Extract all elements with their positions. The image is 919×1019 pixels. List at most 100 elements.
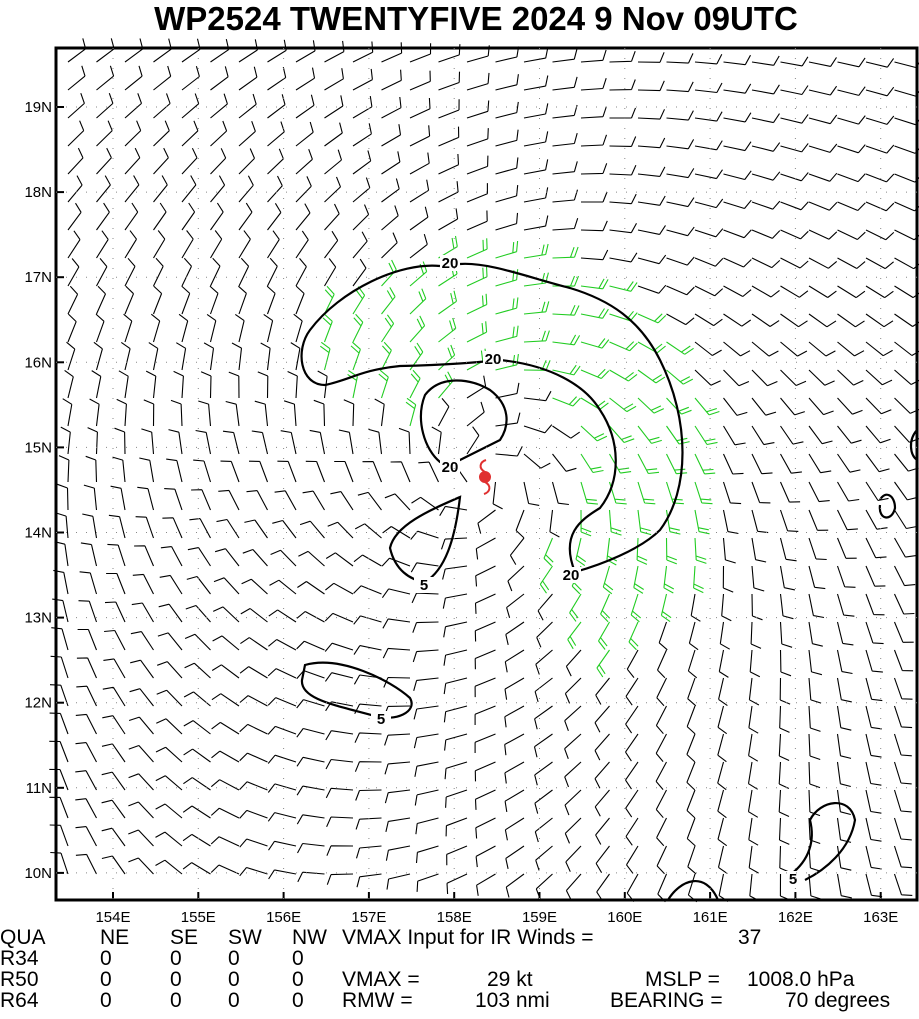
wind-barb	[610, 370, 638, 381]
wind-barb	[154, 66, 171, 90]
wind-barb	[320, 342, 330, 370]
wind-barb	[325, 613, 353, 622]
wind-barb	[838, 594, 855, 616]
wind-barb	[97, 176, 111, 202]
wind-barb	[296, 231, 308, 258]
wind-barb	[781, 398, 805, 415]
wind-barb	[724, 454, 744, 474]
wind-barb	[656, 762, 666, 790]
wind-barb	[838, 874, 852, 898]
wind-barb	[695, 286, 723, 296]
wind-barb	[241, 609, 268, 623]
wind-barb	[325, 583, 353, 594]
info-cell: 0	[100, 947, 112, 970]
wind-barb	[353, 42, 373, 63]
wind-barb	[198, 401, 210, 426]
wind-barb	[269, 610, 296, 622]
wind-barb	[524, 425, 552, 433]
wind-barb	[296, 68, 315, 90]
wind-barb	[94, 342, 103, 370]
wind-barb	[240, 839, 268, 847]
wind-barb	[296, 204, 310, 230]
wind-barb	[524, 187, 548, 202]
wind-barb	[386, 846, 410, 861]
wind-barb	[626, 734, 639, 761]
wind-barb	[478, 510, 496, 534]
wind-barb	[634, 566, 644, 593]
wind-barb	[410, 316, 425, 342]
wind-barb	[113, 457, 126, 482]
wind-barb	[809, 762, 820, 788]
wind-barb	[268, 784, 296, 793]
wind-barb	[610, 282, 638, 292]
wind-barb	[719, 650, 728, 677]
wind-barb	[239, 176, 253, 202]
wind-barb	[724, 398, 748, 415]
lat-label: 15N	[24, 439, 52, 456]
wind-barb	[752, 286, 780, 297]
wind-barb	[57, 484, 68, 510]
storm-center	[480, 472, 490, 482]
wind-barb	[524, 482, 539, 505]
wind-barb	[268, 726, 296, 734]
wind-barb	[268, 67, 286, 90]
wind-barb	[838, 87, 866, 96]
info-cell: RMW =	[342, 989, 413, 1012]
wind-barb	[221, 461, 240, 482]
wind-barb	[439, 398, 449, 426]
info-cell: SE	[170, 926, 198, 949]
wind-barb	[162, 518, 182, 538]
info-cell: 0	[100, 989, 112, 1012]
wind-barb	[242, 579, 268, 594]
wind-barb	[475, 734, 495, 753]
wind-barb	[296, 176, 311, 202]
wind-barb	[239, 67, 257, 90]
wind-barb	[656, 790, 666, 818]
wind-barb	[334, 462, 353, 483]
wind-barb	[866, 622, 884, 644]
wind-barb	[553, 397, 581, 406]
wind-barb	[695, 54, 722, 64]
info-cell: VMAX =	[342, 968, 420, 991]
wind-barb	[166, 459, 182, 482]
wind-barb	[240, 782, 268, 790]
wind-barb	[809, 57, 837, 66]
wind-barb	[524, 159, 548, 174]
wind-barb	[496, 241, 518, 258]
wind-barb	[866, 874, 882, 897]
wind-barb	[184, 692, 210, 706]
lon-label: 156E	[266, 909, 301, 926]
wind-barb	[838, 678, 852, 702]
wind-barb	[838, 230, 866, 240]
wind-barb	[750, 874, 760, 901]
wind-barb	[895, 846, 913, 868]
wind-barb	[154, 258, 164, 286]
wind-barb	[667, 286, 695, 295]
wind-barb	[626, 762, 639, 789]
wind-barb	[595, 706, 610, 732]
wind-barb	[809, 370, 835, 385]
wind-barb	[411, 531, 439, 539]
wind-barb	[382, 315, 394, 342]
wind-barb	[439, 372, 453, 398]
wind-barb	[838, 174, 866, 182]
contour-label: 5	[420, 577, 428, 594]
wind-barb	[781, 342, 807, 356]
title: WP2524 TWENTYFIVE 2024 9 Nov 09UTC	[154, 0, 798, 37]
wind-barb	[268, 149, 284, 174]
wind-barb	[134, 546, 153, 566]
wind-barb	[68, 231, 80, 258]
wind-barb	[446, 790, 467, 808]
wind-barb	[638, 510, 651, 535]
wind-barb	[476, 818, 496, 839]
wind-barb	[895, 342, 919, 356]
wind-barb	[718, 762, 727, 790]
wind-barb	[353, 69, 372, 90]
wind-barb	[229, 372, 239, 398]
wind-barb	[695, 141, 722, 150]
info-cell: 0	[228, 989, 240, 1012]
wind-barb	[597, 650, 610, 677]
wind-barb	[866, 510, 888, 529]
wind-barb	[838, 510, 858, 530]
contour-label: 20	[442, 459, 459, 476]
